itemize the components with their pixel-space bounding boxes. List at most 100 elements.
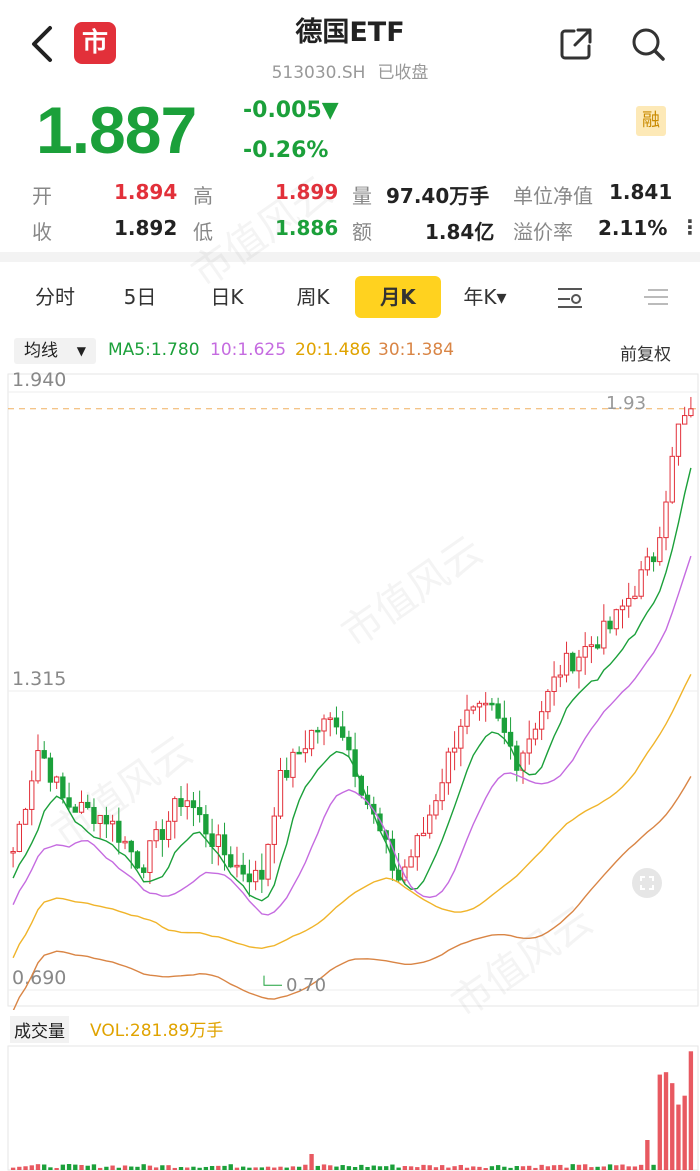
volume-bar — [663, 1072, 669, 1170]
candle-body — [476, 702, 483, 708]
caret-down-icon: ▼ — [76, 344, 86, 358]
candle-body — [545, 690, 551, 713]
candle-body — [470, 706, 476, 711]
candle-body — [483, 702, 489, 706]
ma30-value: 30:1.384 — [378, 340, 455, 360]
volume-bar — [464, 1167, 470, 1170]
ma30-line — [12, 776, 692, 1010]
volume-bar — [377, 1166, 383, 1170]
volume-bar — [48, 1167, 53, 1170]
volume-bar — [645, 1140, 650, 1170]
volume-bar — [483, 1167, 488, 1170]
back-arrow-icon[interactable] — [26, 22, 60, 66]
volume-bar — [427, 1165, 432, 1170]
search-icon[interactable] — [628, 24, 668, 64]
volume-bar — [172, 1167, 177, 1170]
volume-bar — [110, 1165, 115, 1170]
top-bar: 市 德国ETF 513030.SH 已收盘 — [0, 0, 700, 90]
adjustment-toggle[interactable]: 前复权 — [620, 345, 671, 365]
volume-bar — [676, 1104, 681, 1170]
more-vertical-icon[interactable]: ⋮ — [680, 215, 700, 239]
volume-bar — [160, 1165, 165, 1170]
candle-body — [234, 864, 240, 868]
candle-body — [321, 718, 327, 732]
premium-value: 2.11% — [598, 216, 668, 240]
candle-body — [538, 711, 545, 730]
volume-bar — [439, 1165, 445, 1170]
candles — [10, 396, 694, 897]
volume-bar — [657, 1074, 662, 1170]
high-value: 1.899 — [275, 180, 339, 204]
candle-body — [501, 717, 508, 733]
volume-bar — [583, 1164, 588, 1170]
candle-body — [433, 800, 439, 816]
ma5-line — [12, 467, 692, 902]
candle-body — [308, 729, 315, 750]
volume-bar — [328, 1165, 333, 1170]
volume-bar — [433, 1167, 439, 1170]
candle-body — [35, 750, 41, 782]
tab-intraday[interactable]: 分时 — [35, 285, 75, 309]
volume-bar — [682, 1095, 687, 1170]
volume-bar — [296, 1166, 302, 1170]
volume-bar — [408, 1166, 414, 1170]
expand-icon[interactable] — [632, 868, 662, 898]
close-label: 收 — [32, 220, 52, 244]
volume-bar — [10, 1167, 16, 1170]
tab-monthly[interactable]: 月K — [355, 276, 441, 318]
candle-body — [103, 814, 110, 825]
tab-5day[interactable]: 5日 — [123, 285, 157, 309]
volume-bar — [35, 1164, 41, 1170]
share-icon[interactable] — [558, 26, 594, 62]
candle-body — [315, 729, 321, 733]
candle-body — [638, 569, 644, 597]
candle-body — [147, 840, 153, 873]
candle-body — [346, 736, 352, 751]
candle-body — [203, 814, 209, 835]
candle-body — [60, 776, 66, 799]
candle-body — [358, 775, 365, 796]
volume-bar — [85, 1165, 90, 1170]
volume-bar — [153, 1167, 159, 1170]
candle-body — [91, 806, 97, 824]
volume-bar — [551, 1165, 557, 1170]
volume-bar — [303, 1164, 308, 1170]
candle-body — [582, 646, 588, 658]
volume-bar — [309, 1154, 314, 1170]
nav-label: 单位净值 — [513, 184, 593, 208]
volume-bar — [421, 1164, 426, 1170]
y-tick-label: 1.315 — [12, 668, 66, 690]
tab-weekly[interactable]: 周K — [296, 285, 330, 309]
volume-bar — [321, 1164, 327, 1170]
ma5-value: MA5:1.780 — [108, 340, 200, 360]
fund-logo: 市 — [74, 22, 116, 64]
volume-bar — [97, 1167, 103, 1170]
ma10-line — [12, 555, 692, 916]
candle-body — [681, 415, 688, 425]
candle-body — [619, 605, 626, 611]
candle-body — [109, 820, 116, 825]
candlestick-chart[interactable]: 1.940 1.315 0.690 1.93 0.70 — [0, 370, 700, 1010]
volume-bar — [228, 1164, 233, 1170]
candle-body — [128, 840, 134, 853]
tab-daily[interactable]: 日K — [210, 285, 244, 309]
nav-value: 1.841 — [609, 180, 673, 204]
margin-trading-badge[interactable]: 融 — [636, 106, 666, 136]
chart-frame — [7, 373, 699, 1007]
candle-body — [657, 537, 663, 563]
volume-bar — [352, 1166, 358, 1170]
subtitle: 513030.SH 已收盘 — [0, 58, 700, 83]
ma-selector[interactable]: 均线 ▼ — [14, 338, 96, 364]
volume-bar — [122, 1165, 128, 1170]
candle-body — [333, 717, 340, 728]
indicator-settings-icon[interactable] — [556, 284, 584, 310]
tab-yearly[interactable]: 年K▾ — [463, 285, 507, 309]
volume-bar — [576, 1164, 582, 1170]
candle-body — [165, 820, 172, 840]
y-tick-label: 1.940 — [12, 370, 66, 391]
candle-body — [669, 455, 675, 503]
volume-bar — [502, 1166, 507, 1170]
candle-body — [495, 703, 501, 719]
drawing-tools-icon[interactable] — [642, 284, 670, 310]
volume-bar — [129, 1166, 134, 1170]
